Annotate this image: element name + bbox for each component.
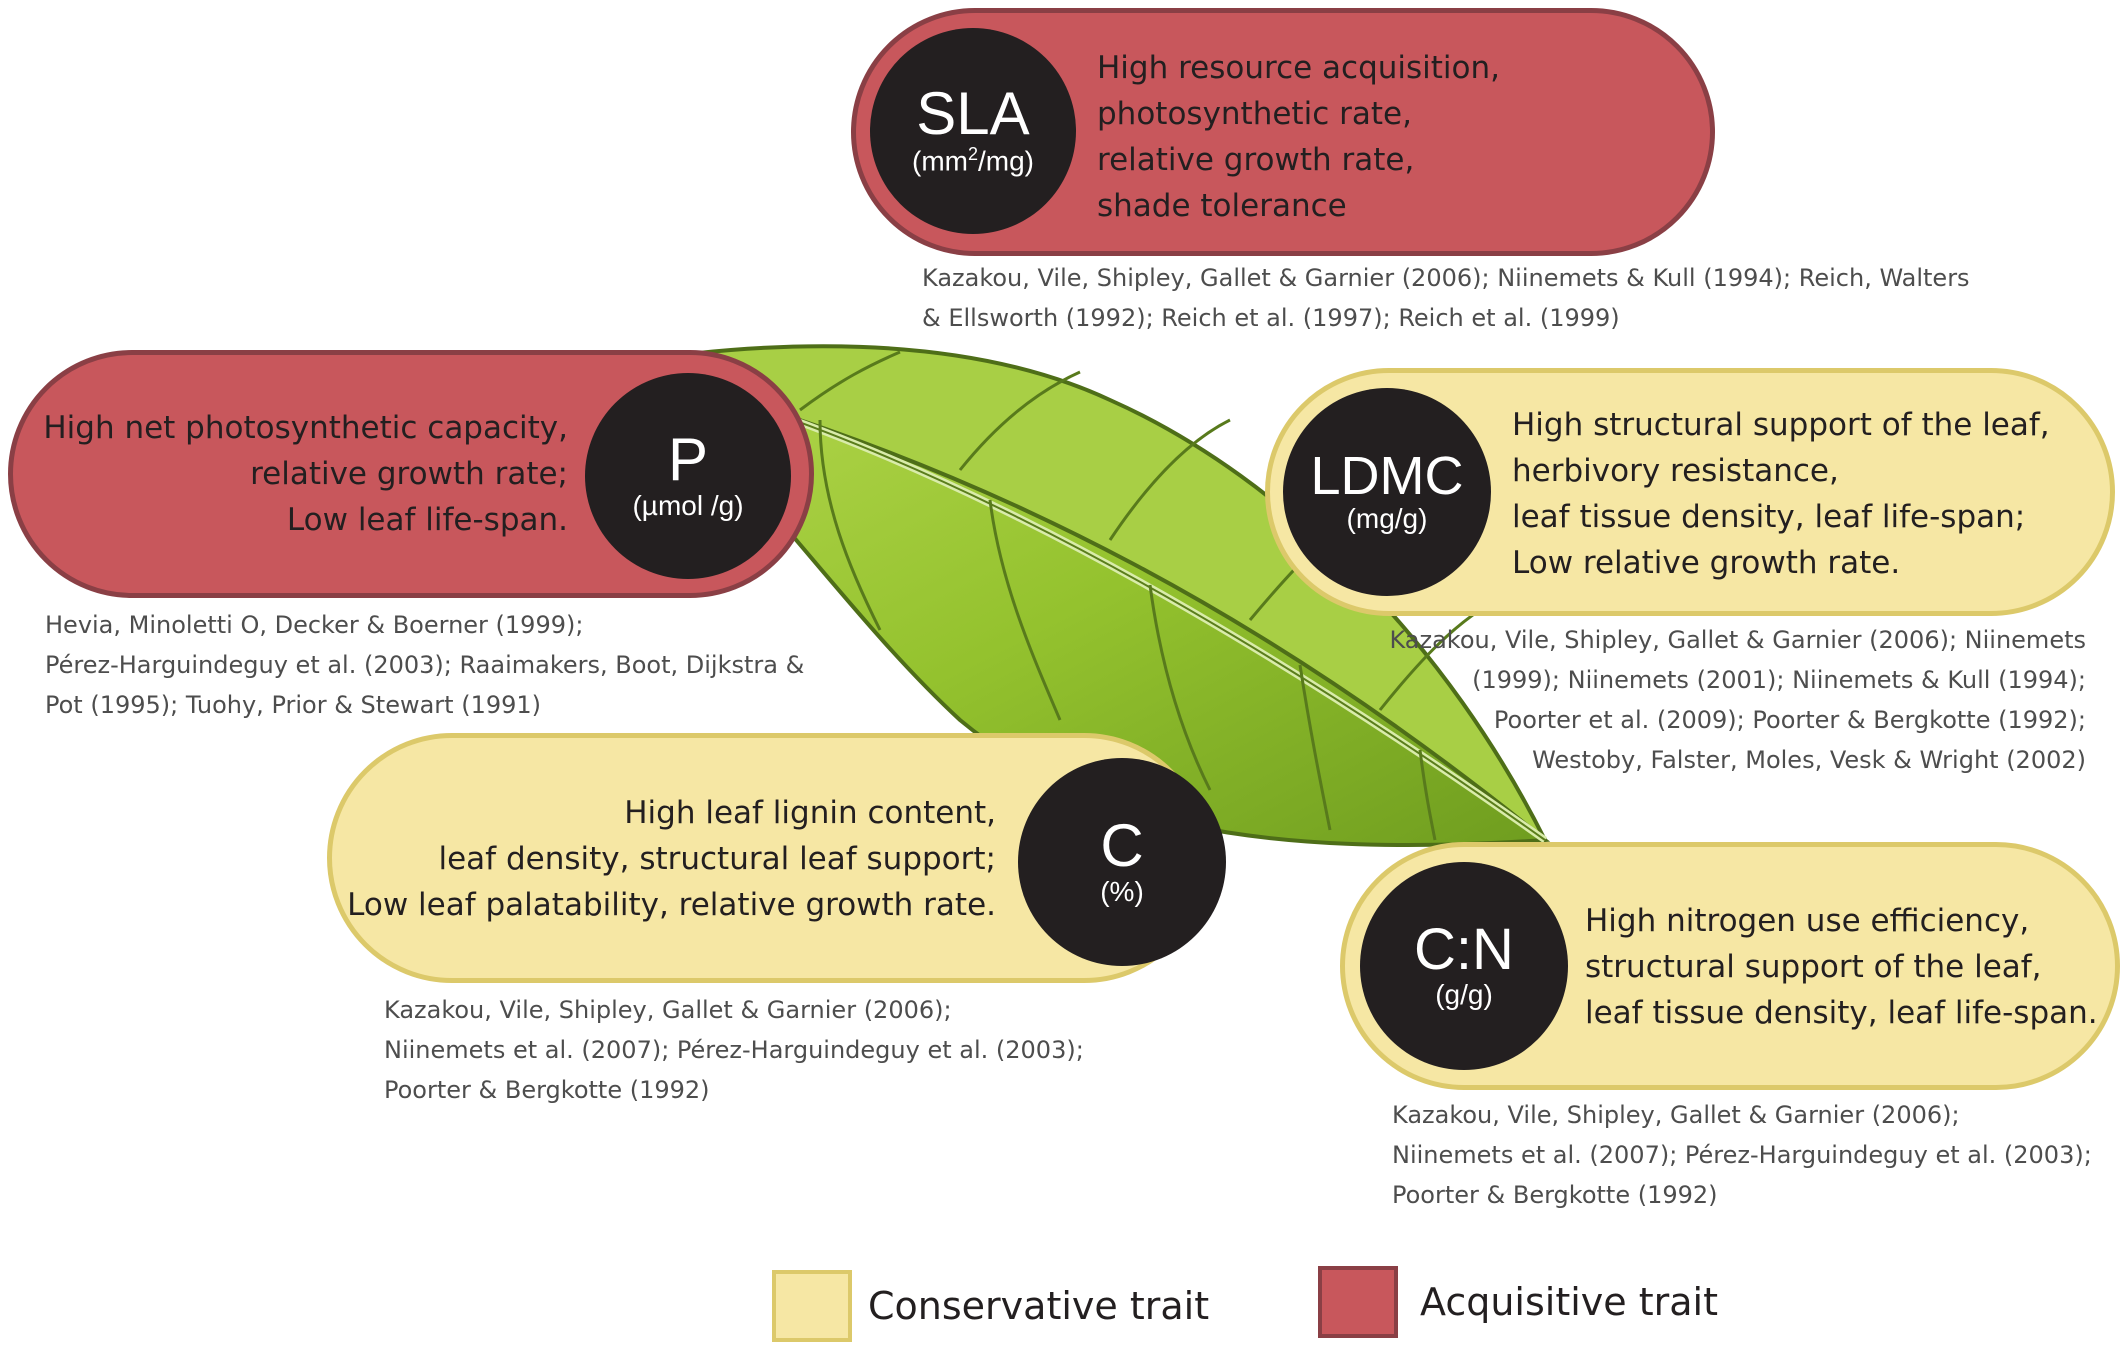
ldmc-references: Kazakou, Vile, Shipley, Gallet & Garnier… xyxy=(1389,626,2086,774)
legend-conservative-swatch xyxy=(772,1270,852,1342)
c-description: High leaf lignin content, leaf density, … xyxy=(347,795,996,923)
legend-acquisitive-swatch xyxy=(1318,1266,1398,1338)
p-symbol-circle: P (µmol /g) xyxy=(585,373,791,579)
p-symbol: P xyxy=(667,425,709,493)
c-unit: (%) xyxy=(1100,875,1144,907)
cn-description: High nitrogen use efficiency, structural… xyxy=(1585,903,2098,1031)
sla-references: Kazakou, Vile, Shipley, Gallet & Garnier… xyxy=(922,264,1970,332)
ldmc-unit: (mg/g) xyxy=(1346,502,1428,534)
cn-symbol: C:N xyxy=(1414,916,1514,982)
cn-unit: (g/g) xyxy=(1435,978,1493,1010)
c-references: Kazakou, Vile, Shipley, Gallet & Garnier… xyxy=(384,996,1084,1104)
cn-symbol-circle: C:N (g/g) xyxy=(1360,862,1568,1070)
ldmc-description: High structural support of the leaf, her… xyxy=(1512,407,2050,581)
c-symbol-circle: C (%) xyxy=(1018,758,1226,966)
cn-references: Kazakou, Vile, Shipley, Gallet & Garnier… xyxy=(1392,1101,2092,1209)
sla-unit: (mm2/mg) xyxy=(912,144,1034,177)
sla-symbol: SLA xyxy=(916,80,1030,148)
p-description: High net photosynthetic capacity, relati… xyxy=(43,410,568,538)
c-symbol: C xyxy=(1100,811,1144,879)
ldmc-symbol-circle: LDMC (mg/g) xyxy=(1283,388,1491,596)
legend-conservative-label: Conservative trait xyxy=(868,1284,1210,1328)
sla-symbol-circle: SLA (mm2/mg) xyxy=(870,28,1076,234)
p-unit: (µmol /g) xyxy=(632,489,744,521)
p-references: Hevia, Minoletti O, Decker & Boerner (19… xyxy=(45,611,805,719)
sla-description: High resource acquisition, photosyntheti… xyxy=(1097,50,1501,224)
ldmc-symbol: LDMC xyxy=(1310,445,1464,506)
legend-acquisitive-label: Acquisitive trait xyxy=(1420,1280,1719,1324)
